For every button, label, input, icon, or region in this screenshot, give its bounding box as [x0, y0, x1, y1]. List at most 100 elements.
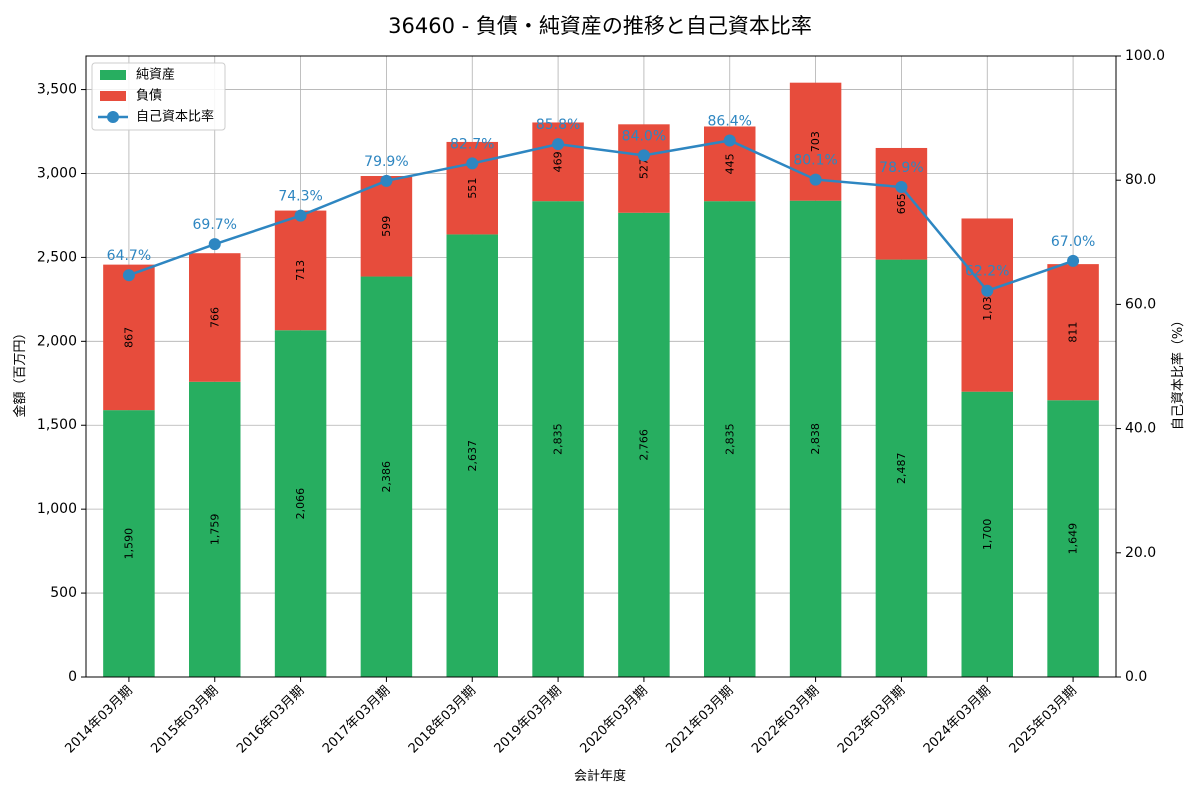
y-tick-label: 3,000 [37, 165, 77, 181]
ratio-point [294, 209, 307, 222]
bar-label-liabilities: 665 [895, 193, 908, 214]
bar-label-liabilities: 1,032 [981, 289, 994, 321]
x-tick-label: 2022年03月期 [749, 683, 822, 756]
bar-label-liabilities: 469 [552, 151, 565, 172]
bars [103, 82, 1099, 678]
ratio-line [128, 139, 1074, 293]
bar-label-equity: 2,386 [380, 461, 393, 493]
bar-label-equity: 2,766 [637, 429, 650, 461]
bar-label-liabilities: 867 [122, 327, 135, 348]
ratio-point [122, 269, 135, 282]
x-tick-label: 2023年03月期 [835, 683, 908, 756]
bar-label-liabilities: 599 [380, 216, 393, 237]
x-tick-label: 2021年03月期 [663, 683, 736, 756]
bar-liabilities [103, 264, 155, 411]
x-tick-label: 2019年03月期 [492, 683, 565, 756]
bar-label-equity: 1,590 [122, 528, 135, 560]
y2-tick-label: 40.0 [1125, 421, 1156, 437]
x-tick-label: 2024年03月期 [921, 683, 994, 756]
bar-labels: 1,590 867 1,759 766 2,066 713 2,386 599 2,637 551… [122, 131, 1079, 559]
bar-liabilities [1047, 264, 1099, 401]
legend-swatch [100, 70, 126, 80]
legend-label: 純資産 [136, 67, 175, 83]
bar-equity [189, 381, 241, 677]
ratio-label: 74.3% [278, 189, 322, 205]
bar-label-equity: 2,835 [723, 423, 736, 455]
x-tick-label: 2020年03月期 [577, 683, 650, 756]
bar-equity [704, 201, 756, 677]
bar-equity [618, 212, 670, 677]
legend-swatch-marker [107, 111, 119, 123]
bar-liabilities [532, 122, 584, 202]
bar-liabilities [189, 253, 241, 382]
plot-frame [85, 55, 1117, 678]
bar-equity [875, 259, 928, 677]
y-tick-label: 3,500 [37, 82, 77, 98]
ratio-line-group: 64.7% 69.7% 74.3% 79.9% 82.7% 85.8% 84.0% 86.4%… [107, 113, 1095, 297]
ratio-label: 78.9% [879, 160, 923, 176]
ratio-label: 85.8% [536, 117, 580, 133]
bar-equity [961, 391, 1013, 677]
bar-label-liabilities: 713 [294, 260, 307, 281]
bar-liabilities [274, 210, 327, 331]
bar-label-liabilities: 445 [723, 153, 736, 174]
y2-tick-label: 100.0 [1125, 48, 1165, 64]
bar-label-liabilities: 527 [637, 158, 650, 179]
x-tick-label: 2016年03月期 [234, 683, 307, 756]
x-tick-label: 2025年03月期 [1007, 683, 1080, 756]
ratio-point [466, 157, 479, 170]
ratio-point [1067, 254, 1080, 267]
bar-label-equity: 2,487 [895, 453, 908, 485]
ratio-point [809, 173, 822, 186]
bar-equity [360, 276, 413, 677]
bar-liabilities [875, 147, 928, 260]
legend-label: 負債 [136, 89, 162, 104]
bar-liabilities [360, 176, 413, 277]
legend-label: 自己資本比率 [136, 109, 214, 125]
bar-equity [103, 410, 155, 677]
y-tick-label: 1,500 [37, 417, 77, 433]
y2-tick-label: 60.0 [1125, 296, 1156, 312]
ratio-point [723, 134, 736, 147]
ratio-point [208, 238, 221, 251]
bar-equity [1047, 400, 1099, 677]
y2-tick-label: 80.0 [1125, 172, 1156, 188]
y2-tick-label: 0.0 [1125, 669, 1147, 685]
ratio-label: 69.7% [193, 217, 237, 233]
bar-liabilities [961, 218, 1013, 392]
bar-label-equity: 2,066 [294, 488, 307, 520]
bar-equity [532, 201, 584, 677]
ratio-label: 86.4% [708, 113, 752, 129]
y-tick-label: 2,500 [37, 249, 77, 265]
bar-label-equity: 1,700 [981, 519, 994, 551]
ratio-point [380, 174, 393, 187]
bar-label-equity: 2,835 [552, 423, 565, 455]
bar-equity [789, 200, 842, 678]
y2-tick-label: 20.0 [1125, 545, 1156, 561]
y-tick-label: 0 [68, 669, 77, 685]
bar-label-equity: 2,838 [809, 423, 822, 455]
ratio-label: 64.7% [107, 248, 151, 264]
ratio-point [637, 149, 650, 162]
x-tick-label: 2017年03月期 [320, 683, 393, 756]
bar-label-liabilities: 551 [466, 178, 479, 199]
bar-label-equity: 1,759 [208, 514, 221, 546]
ratio-label: 62.2% [965, 264, 1009, 280]
bar-liabilities [446, 141, 498, 235]
y-tick-label: 1,000 [37, 501, 77, 517]
ratio-label: 82.7% [450, 136, 494, 152]
bar-label-liabilities: 811 [1067, 322, 1080, 343]
x-tick-label: 2018年03月期 [406, 683, 479, 756]
x-axis-label: 会計年度 [574, 768, 626, 784]
chart-title: 36460 - 負債・純資産の推移と自己資本比率 [388, 14, 812, 38]
y-axis-label: 金額（百万円） [12, 326, 28, 417]
y2-axis-label: 自己資本比率（%） [1170, 314, 1186, 430]
bar-label-equity: 2,637 [466, 440, 479, 472]
ratio-label: 67.0% [1051, 234, 1095, 250]
y-tick-label: 2,000 [37, 333, 77, 349]
bar-liabilities [618, 124, 670, 213]
ratio-label: 79.9% [364, 154, 408, 170]
legend-swatch [100, 91, 126, 101]
